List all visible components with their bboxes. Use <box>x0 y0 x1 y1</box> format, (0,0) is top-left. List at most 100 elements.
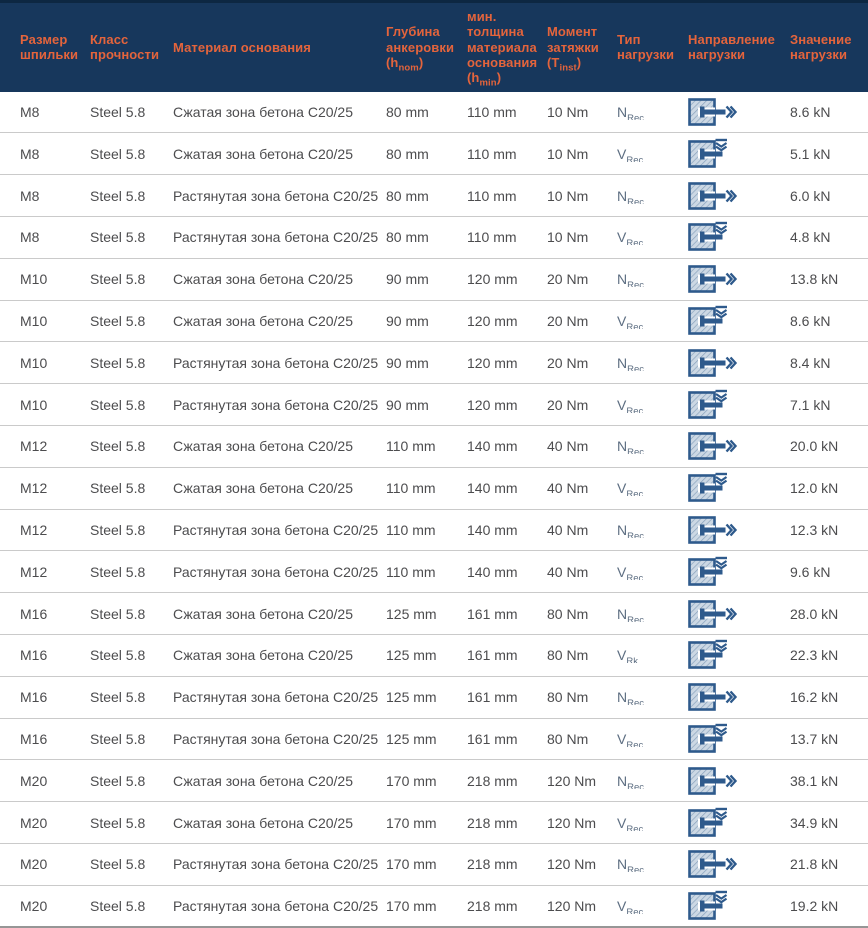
strength-class-cell: Steel 5.8 <box>90 522 146 538</box>
base-material-cell: Сжатая зона бетона C20/25 <box>173 647 354 664</box>
load-direction-cell <box>688 763 790 799</box>
base-material-cell: Сжатая зона бетона C20/25 <box>173 271 354 288</box>
torque-cell: 40 Nm <box>547 563 589 580</box>
column-header-strength: Класс прочности <box>90 26 173 69</box>
load-direction-cell <box>688 679 790 715</box>
stud-size-cell: M8 <box>20 187 40 204</box>
min-thickness-cell: 161 mm <box>467 605 518 622</box>
load-direction-cell <box>688 219 790 255</box>
load-value-cell: 8.4 kN <box>790 354 831 371</box>
base-material-cell: Сжатая зона бетона C20/25 <box>173 814 354 831</box>
table-row: M16 Steel 5.8 Растянутая зона бетона C20/2… <box>0 719 868 761</box>
torque-cell: 120 Nm <box>547 856 597 873</box>
strength-class-cell: Steel 5.8 <box>90 187 146 204</box>
table-row: M10 Steel 5.8 Растянутая зона бетона C20/2… <box>0 384 868 427</box>
load-type-symbol: N <box>617 104 628 121</box>
load-type-symbol: V <box>617 897 627 914</box>
stud-size-cell: M10 <box>20 354 48 371</box>
base-material-cell: Растянутая зона бетона C20/25 <box>173 354 379 371</box>
load-type-symbol: V <box>617 313 627 330</box>
load-direction-cell <box>688 637 790 673</box>
base-material-cell: Сжатая зона бетона C20/25 <box>173 480 354 497</box>
base-material-cell: Растянутая зона бетона C20/25 <box>173 563 379 580</box>
anchoring-depth-cell: 80 mm <box>386 104 429 121</box>
load-type-cell: NRec <box>617 438 688 454</box>
load-value-cell: 7.1 kN <box>790 396 831 413</box>
torque-cell: 10 Nm <box>547 229 589 246</box>
load-value-cell: 16.2 kN <box>790 689 839 706</box>
shear-load-down-icon <box>688 807 737 838</box>
shear-load-down-icon <box>688 723 737 754</box>
load-type-cell: NRec <box>617 606 688 622</box>
load-type-cell: VRec <box>617 731 688 747</box>
load-value-cell: 12.0 kN <box>790 480 839 497</box>
load-value-cell: 9.6 kN <box>790 563 831 580</box>
torque-cell: 40 Nm <box>547 438 589 455</box>
strength-class-cell: Steel 5.8 <box>90 438 146 455</box>
strength-class-cell: Steel 5.8 <box>90 563 146 580</box>
anchoring-depth-cell: 110 mm <box>386 563 436 580</box>
table-row: M10 Steel 5.8 Растянутая зона бетона C20/2… <box>0 342 868 385</box>
load-value-cell: 8.6 kN <box>790 104 831 121</box>
anchoring-depth-cell: 125 mm <box>386 730 437 747</box>
stud-size-cell: M8 <box>20 145 40 162</box>
load-type-cell: NRec <box>617 271 688 287</box>
strength-class-cell: Steel 5.8 <box>90 229 146 246</box>
min-thickness-cell: 120 mm <box>467 396 518 413</box>
load-type-cell: NRec <box>617 689 688 705</box>
load-value-cell: 5.1 kN <box>790 145 831 162</box>
load-type-symbol: N <box>617 187 628 204</box>
table-row: M10 Steel 5.8 Сжатая зона бетона C20/25 90 … <box>0 259 868 301</box>
load-type-subscript: Rec <box>626 823 644 831</box>
strength-class-cell: Steel 5.8 <box>90 730 146 747</box>
torque-cell: 10 Nm <box>547 187 589 204</box>
load-type-cell: VRec <box>617 564 688 580</box>
strength-class-cell: Steel 5.8 <box>90 647 146 664</box>
load-type-symbol: V <box>617 563 627 580</box>
strength-class-cell: Steel 5.8 <box>90 354 146 371</box>
strength-class-cell: Steel 5.8 <box>90 145 146 162</box>
load-type-cell: NRec <box>617 104 688 120</box>
table-row: M20 Steel 5.8 Растянутая зона бетона C20/2… <box>0 844 868 886</box>
torque-cell: 20 Nm <box>547 271 589 288</box>
stud-size-cell: M12 <box>20 522 48 538</box>
load-type-subscript: Rec <box>627 865 645 873</box>
anchoring-depth-cell: 110 mm <box>386 522 436 538</box>
tension-pullout-right-icon <box>688 347 738 378</box>
table-body: M8 Steel 5.8 Сжатая зона бетона C20/25 80 m… <box>0 92 868 928</box>
min-thickness-cell: 140 mm <box>467 438 518 455</box>
column-header-label: Класс прочности <box>90 31 160 63</box>
load-value-cell: 38.1 kN <box>790 772 839 789</box>
strength-class-cell: Steel 5.8 <box>90 814 146 831</box>
load-type-symbol: N <box>617 772 628 789</box>
load-value-cell: 4.8 kN <box>790 229 831 246</box>
min-thickness-cell: 110 mm <box>467 104 517 121</box>
load-type-symbol: V <box>617 480 627 497</box>
load-type-subscript: Rec <box>626 906 644 914</box>
load-type-cell: VRk <box>617 647 688 663</box>
load-type-cell: VRec <box>617 397 688 413</box>
stud-size-cell: M12 <box>20 563 48 580</box>
column-header-label: Момент затяжки <box>547 24 599 55</box>
load-value-cell: 13.8 kN <box>790 271 839 288</box>
base-material-cell: Растянутая зона бетона C20/25 <box>173 396 379 413</box>
stud-size-cell: M20 <box>20 772 48 789</box>
tension-pullout-right-icon <box>688 681 738 712</box>
anchoring-depth-cell: 125 mm <box>386 647 437 664</box>
load-type-cell: NRec <box>617 188 688 204</box>
load-value-cell: 6.0 kN <box>790 187 831 204</box>
load-type-symbol: N <box>617 856 628 873</box>
load-type-cell: VRec <box>617 815 688 831</box>
anchoring-depth-cell: 110 mm <box>386 438 436 455</box>
shear-load-down-icon <box>688 389 737 420</box>
anchoring-depth-cell: 125 mm <box>386 605 437 622</box>
load-direction-cell <box>688 596 790 632</box>
anchoring-depth-cell: 170 mm <box>386 856 437 873</box>
anchoring-depth-cell: 110 mm <box>386 480 436 497</box>
base-material-cell: Сжатая зона бетона C20/25 <box>173 313 354 330</box>
load-type-symbol: N <box>617 605 628 622</box>
min-thickness-cell: 161 mm <box>467 647 518 664</box>
anchoring-depth-cell: 90 mm <box>386 313 429 330</box>
anchoring-depth-cell: 170 mm <box>386 814 437 831</box>
